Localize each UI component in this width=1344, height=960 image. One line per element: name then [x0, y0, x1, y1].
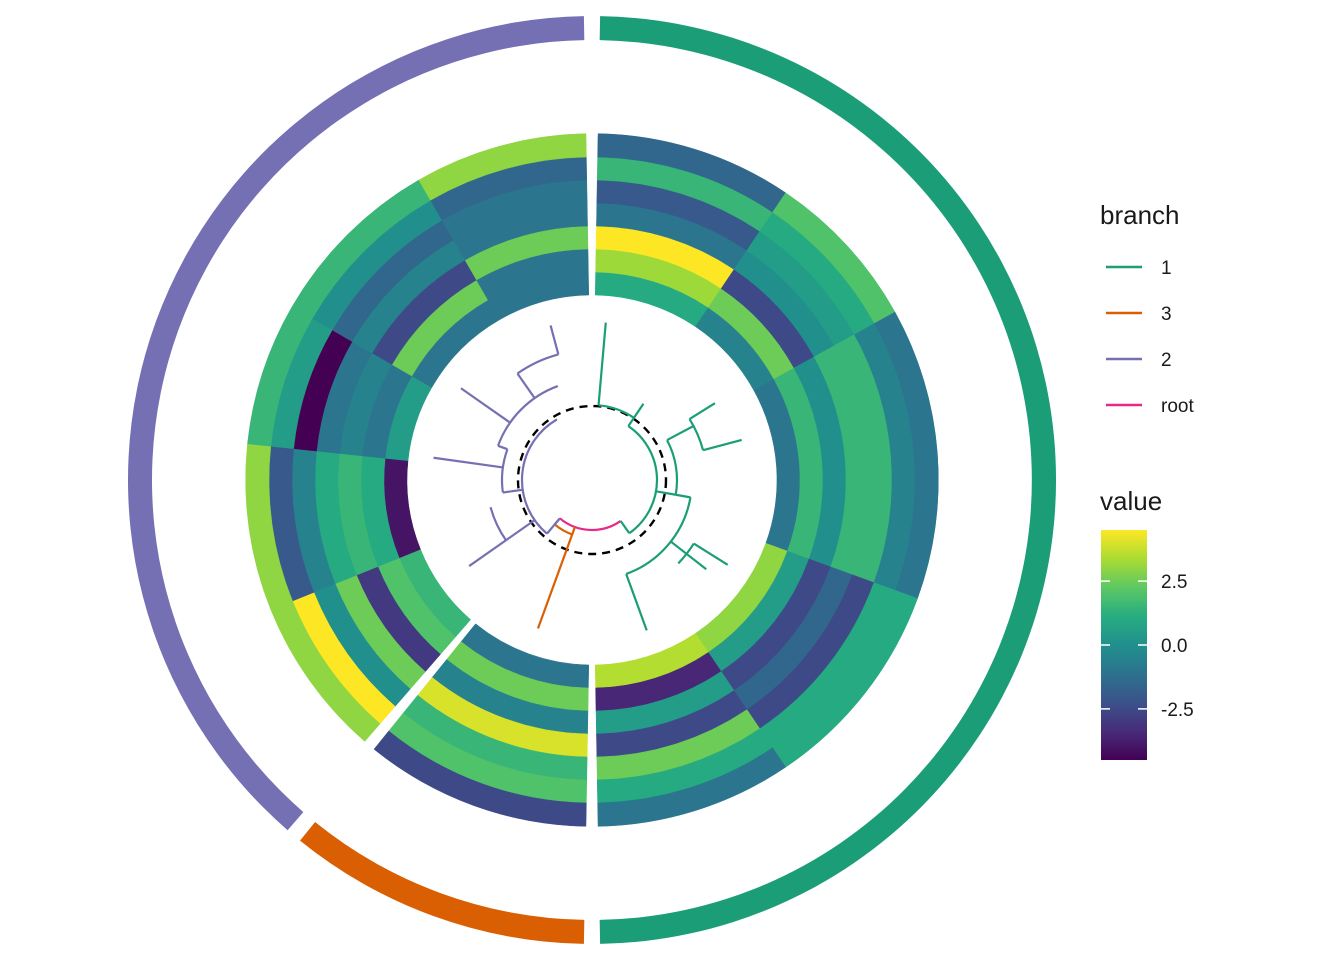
branch-1-twig-arc — [677, 543, 695, 565]
branch-legend-label-1: 1 — [1161, 258, 1172, 279]
colorbar-tick-label: 0.0 — [1161, 636, 1187, 657]
branch-2-sub-arc-d — [516, 353, 559, 375]
branch-3-leaf — [536, 526, 576, 629]
value-legend: value 2.5 0.0 -2.5 — [1100, 486, 1194, 760]
branch-1-lower-stem — [655, 490, 676, 496]
branch-legend-label-root: root — [1161, 396, 1194, 417]
branch-2-stem — [546, 517, 561, 535]
branch-annotation-ring — [127, 16, 1057, 944]
value-legend-title: value — [1100, 486, 1162, 516]
branch-2-sub-stem-b — [502, 488, 523, 494]
heatmap-rings — [245, 133, 939, 827]
branch-ring-segment-3 — [300, 821, 585, 944]
branch-1-leaf-c — [702, 438, 743, 452]
branch-1-sub-stem — [666, 425, 695, 442]
branch-1-upper-arc — [598, 404, 635, 419]
root-arc — [559, 517, 622, 532]
colorbar-tick-label: 2.5 — [1161, 572, 1187, 593]
branch-2-sub-stem-d — [516, 372, 536, 399]
branch-1-leaf-f — [693, 542, 729, 566]
branch-1-leaf-e — [625, 573, 648, 631]
branch-1-mid-stem — [633, 403, 645, 419]
branch-legend-title: branch — [1100, 200, 1180, 230]
branch-1-low-stem — [675, 493, 691, 499]
heatmap-cell-2-10-ring7 — [418, 133, 587, 201]
branch-2-sub-arc-b — [500, 448, 509, 493]
branch-1-leaf-d — [670, 540, 707, 571]
branch-2-leaf-d — [549, 325, 560, 355]
reference-circle — [516, 404, 668, 556]
branch-1-arc — [627, 425, 659, 535]
branch-1-leaf-b — [688, 402, 716, 420]
branch-2-sub-stem-a — [505, 519, 536, 542]
branch-legend-label-3: 3 — [1161, 304, 1172, 325]
dendrogram — [433, 322, 743, 631]
branch-1-low-arc — [625, 497, 692, 576]
branch-1-mid-arc — [666, 439, 679, 495]
branch-2-sub-arc-c — [496, 384, 559, 447]
branch-1-stem — [619, 520, 631, 534]
branch-2-leaf-a — [468, 539, 507, 567]
branch-2-sub-stem-c — [497, 444, 508, 451]
heatmap-cell-3-5-ring7 — [373, 730, 587, 827]
branch-1-leaf-a — [597, 322, 607, 406]
branch-2-arc — [520, 418, 558, 535]
heatmap-cell-1-4-ring7 — [597, 747, 787, 827]
branch-2-sub-arc-a — [489, 506, 507, 541]
branch-1-upper-stem — [627, 417, 635, 427]
colorbar-tick-label: -2.5 — [1161, 700, 1194, 721]
branch-2-leaf-b — [433, 456, 504, 469]
branch-1-sub-arc — [688, 418, 705, 451]
branch-legend: branch 1 3 2 root — [1100, 200, 1194, 417]
branch-2-leaf-c — [460, 387, 511, 424]
branch-legend-label-2: 2 — [1161, 350, 1172, 371]
